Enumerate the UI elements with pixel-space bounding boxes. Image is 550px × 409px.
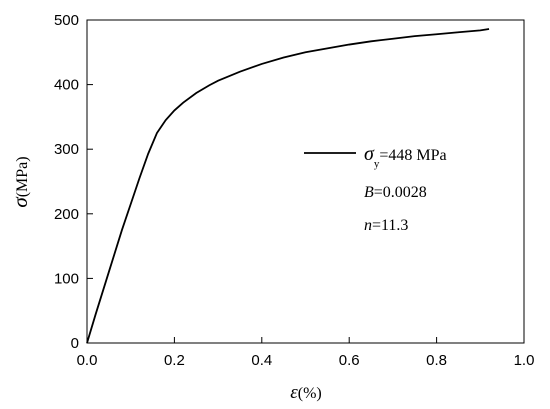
x-tick-label: 0.4	[251, 352, 272, 369]
x-tick-label: 0.8	[426, 352, 447, 369]
y-axis-ticks: 0 100 200 300 400 500	[54, 12, 93, 352]
y-tick-label: 0	[71, 335, 79, 352]
x-tick-label: 1.0	[514, 352, 535, 369]
x-tick-label: 0.0	[77, 352, 98, 369]
y-tick-label: 200	[54, 206, 79, 223]
B-value: =0.0028	[374, 184, 427, 201]
sigma-symbol: σ	[364, 143, 375, 165]
x-axis-unit: (%)	[298, 385, 322, 402]
y-axis-unit: (MPa)	[14, 156, 31, 197]
stress-strain-curve	[86, 28, 490, 344]
B-symbol: B	[364, 184, 374, 201]
y-axis-symbol: σ	[8, 196, 32, 208]
y-tick-label: 100	[54, 270, 79, 287]
x-axis-symbol: ε	[290, 382, 298, 403]
y-axis-title: σ(MPa)	[8, 156, 32, 207]
plot-frame	[86, 19, 525, 344]
y-tick-label: 300	[54, 141, 79, 158]
sigma-subscript: y	[374, 158, 380, 170]
n-value: =11.3	[372, 217, 408, 234]
y-tick-label: 400	[54, 77, 79, 94]
x-axis-title: ε(%)	[290, 382, 321, 403]
x-axis-ticks: 0.0 0.2 0.4 0.6 0.8 1.0	[77, 337, 535, 369]
legend-B: B=0.0028	[364, 184, 427, 201]
n-symbol: n	[364, 217, 372, 234]
x-tick-label: 0.2	[164, 352, 185, 369]
x-tick-label: 0.6	[339, 352, 360, 369]
legend-sigma-y: σy=448 MPa	[364, 143, 447, 170]
sigma-value: =448 MPa	[379, 147, 446, 164]
y-tick-label: 500	[54, 12, 79, 29]
plot-area-border	[86, 19, 525, 344]
legend: σy=448 MPa B=0.0028 n=11.3	[304, 143, 447, 234]
legend-n: n=11.3	[364, 217, 408, 234]
